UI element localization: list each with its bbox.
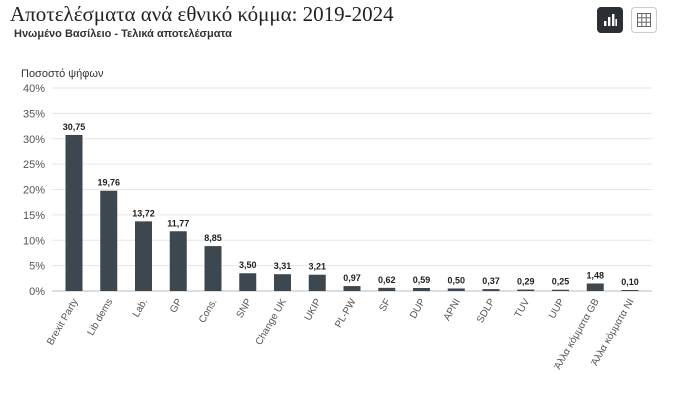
value-label: 0,10 [621,277,639,287]
x-tick-label: SDLP [475,297,498,325]
y-tick-label: 0% [29,286,45,298]
bar[interactable] [239,273,257,291]
bar[interactable] [204,246,222,291]
value-label: 0,37 [482,276,500,286]
view-toolbar [597,7,657,33]
bar[interactable] [586,283,604,291]
x-tick-label: Lib dems [86,297,116,338]
x-tick-label: GP [168,297,185,315]
x-tick-label: PL-PW [333,297,359,330]
value-labels: 30,75 19,76 13,72 11,77 8,85 3,50 3,31 3,21 0,97… [63,122,639,287]
value-label: 0,29 [517,277,535,287]
value-label: 0,97 [343,273,361,283]
x-tick-label: Brexit Party [45,297,80,347]
page-subtitle: Ηνωμένο Βασίλειο - Τελικά αποτελέσματα [14,28,232,40]
value-label: 8,85 [204,233,222,243]
x-tick-label: TUV [513,297,533,320]
value-label: 11,77 [167,218,189,228]
x-tick-label: DUP [408,297,428,321]
value-label: 0,62 [378,275,396,285]
bar[interactable] [447,288,465,291]
x-tick-label: Change UK [254,297,290,348]
y-tick-label: 5% [29,261,45,273]
y-tick-labels: 0% 5% 10% 15% 20% 25% 30% 35% 40% [23,83,45,298]
bar[interactable] [517,289,535,291]
y-tick-label: 15% [23,210,45,222]
x-tick-label: Lab. [131,297,150,319]
bar[interactable] [343,286,361,291]
chart-view-button[interactable] [597,7,623,33]
grid-lines [52,87,652,292]
value-label: 30,75 [63,122,86,132]
x-tick-label: SNP [235,297,255,321]
y-tick-label: 35% [23,108,45,120]
bar[interactable] [308,274,326,291]
x-tick-label: UKIP [303,297,324,323]
y-tick-label: 10% [23,235,45,247]
bar[interactable] [552,289,569,291]
bars [65,134,639,291]
x-tick-label: APNI [442,297,463,323]
bar[interactable] [169,231,187,291]
bar[interactable] [413,288,430,291]
bar-chart-icon [604,14,617,26]
y-tick-label: 25% [23,159,45,171]
x-tick-label: Cons. [197,297,220,325]
value-label: 3,21 [308,262,326,272]
bar[interactable] [135,221,152,291]
y-axis-title: Ποσοστό ψήφων [21,68,104,80]
page-title: Αποτελέσματα ανά εθνικό κόμμα: 2019-2024 [10,2,394,26]
table-view-button[interactable] [631,7,657,33]
bar[interactable] [621,290,639,291]
x-tick-labels: Brexit Party Lib dems Lab. GP Cons. SNP Change… [45,296,636,371]
bar[interactable] [65,134,83,291]
table-grid-icon [637,13,651,27]
x-tick-label: UUP [547,297,567,321]
value-label: 0,25 [552,277,570,287]
bar[interactable] [482,289,500,291]
value-label: 3,50 [239,260,257,270]
value-label: 0,59 [413,275,431,285]
y-tick-label: 30% [23,134,45,146]
bar[interactable] [100,190,118,291]
x-tick-label: SF [377,297,393,314]
bar[interactable] [274,274,291,291]
value-label: 1,48 [586,270,604,280]
value-label: 0,50 [447,275,465,285]
bar[interactable] [378,287,396,291]
value-label: 13,72 [132,208,155,218]
value-label: 19,76 [97,178,120,188]
y-tick-label: 20% [23,185,45,197]
y-tick-label: 40% [23,83,45,95]
value-label: 3,31 [274,261,292,271]
